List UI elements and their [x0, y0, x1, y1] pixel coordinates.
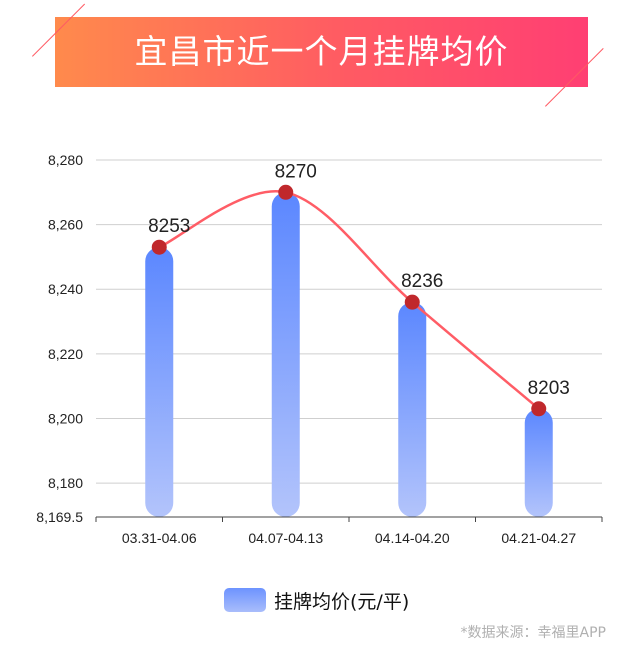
bar: [271, 192, 300, 518]
bar: [524, 408, 553, 517]
y-tick-label: 8,280: [48, 152, 83, 168]
bar: [145, 247, 174, 517]
y-tick-label: 8,240: [48, 281, 83, 297]
line-marker: [404, 294, 420, 310]
line-marker: [531, 401, 547, 417]
banner: 宜昌市近一个月挂牌均价: [0, 0, 640, 110]
trend-line: [158, 190, 540, 410]
markers: [151, 184, 547, 417]
data-label: 8270: [275, 161, 317, 182]
line-marker: [278, 184, 294, 200]
line-marker: [151, 239, 167, 255]
banner-background: [55, 17, 588, 87]
data-label: 8203: [528, 378, 570, 399]
y-tick-label: 8,180: [48, 475, 83, 491]
chart-title: 宜昌市近一个月挂牌均价: [134, 32, 509, 71]
y-tick-label: 8,220: [48, 346, 83, 362]
data-label: 8253: [148, 216, 190, 237]
data-labels: 8253 8270 8236 8203: [148, 161, 570, 398]
data-source-note: *数据来源：幸福里APP: [460, 625, 606, 641]
legend-swatch: [224, 588, 266, 612]
chart-area: 8,169.5 8,180 8,200 8,220 8,240 8,260 8,280 03…: [36, 152, 603, 546]
y-tick-label: 8,169.5: [36, 509, 83, 525]
x-tick-label: 03.31-04.06: [122, 530, 197, 546]
legend-label: 挂牌均价(元/平): [274, 590, 410, 613]
bars: [145, 192, 553, 518]
x-tick-label: 04.07-04.13: [248, 530, 323, 546]
x-tick-label: 04.21-04.27: [501, 530, 576, 546]
legend: 挂牌均价(元/平): [224, 586, 409, 614]
y-tick-label: 8,200: [48, 410, 83, 426]
x-tick-label: 04.14-04.20: [375, 530, 450, 546]
bar: [398, 302, 427, 517]
data-label: 8236: [401, 271, 443, 292]
x-axis: [95, 516, 603, 522]
y-tick-label: 8,260: [48, 217, 83, 233]
grid-layer: [96, 159, 602, 484]
y-axis: 8,169.5 8,180 8,200 8,220 8,240 8,260 8,280: [36, 152, 83, 525]
x-axis-labels: 03.31-04.06 04.07-04.13 04.14-04.20 04.21-0…: [122, 530, 576, 546]
